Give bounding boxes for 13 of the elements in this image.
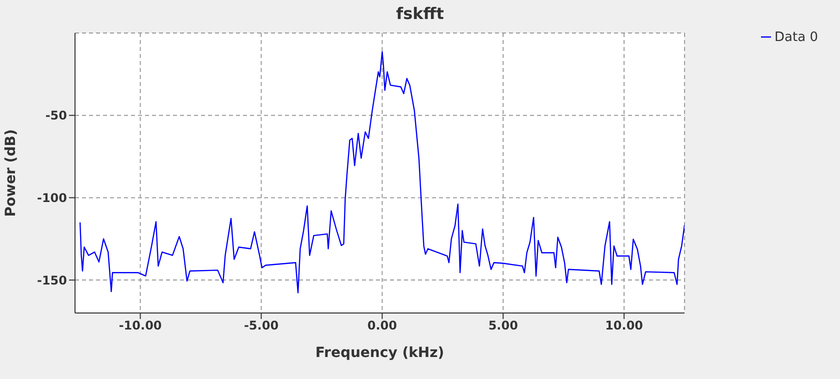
x-tick-label: -10.00 <box>118 318 162 333</box>
y-axis-title: Power (dB) <box>2 129 19 217</box>
x-axis-title: Frequency (kHz) <box>315 345 444 361</box>
chart-title: fskfft <box>395 4 445 23</box>
line-series <box>79 51 685 294</box>
x-tick-label: 5.00 <box>488 318 518 333</box>
legend-label: Data 0 <box>774 30 818 45</box>
y-tick-label: -100 <box>36 190 67 205</box>
y-tick-label: -150 <box>36 273 67 288</box>
y-tick-label: -50 <box>45 108 67 123</box>
x-tick-label: -5.00 <box>244 318 279 333</box>
x-tick-label: 10.00 <box>605 318 644 333</box>
x-tick-label: 0.00 <box>367 318 397 333</box>
